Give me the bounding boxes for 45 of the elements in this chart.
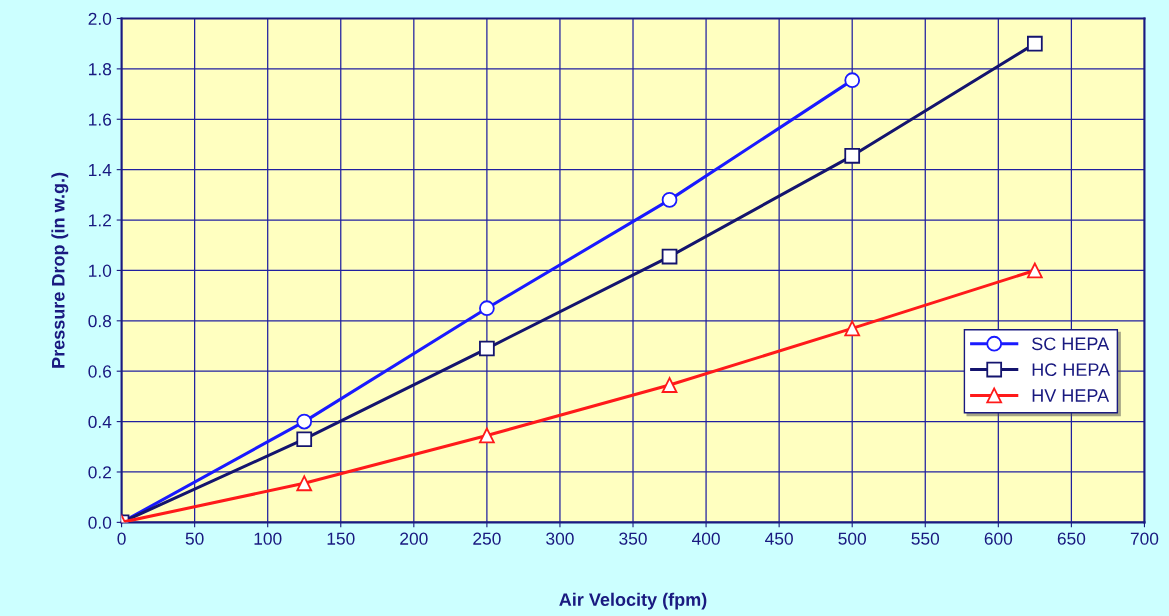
point (479, 427, 495, 444)
y-tick-label: 0.4 (88, 415, 112, 429)
x-tick-label: 150 (327, 532, 355, 545)
point (479, 340, 495, 357)
point (844, 147, 861, 164)
y-tick-label: 0.2 (88, 466, 111, 479)
x-tick-label: 50 (185, 532, 204, 545)
x-tick-label: 700 (1130, 532, 1159, 545)
point (661, 192, 678, 208)
y-tick-label: 2.0 (88, 12, 112, 25)
point (1027, 262, 1043, 279)
y-tick-label: 1.2 (89, 214, 111, 227)
y-tick-label: 1.6 (89, 113, 112, 126)
point (479, 300, 495, 317)
x-tick-label: 300 (546, 532, 574, 545)
x-tick-label: 650 (1057, 532, 1086, 545)
point (661, 248, 678, 265)
legend-label: HC HEPA (1032, 363, 1111, 377)
x-tick-label: 0 (117, 532, 126, 545)
point (661, 377, 678, 393)
x-tick-label: 500 (838, 532, 867, 545)
x-tick-label: 350 (619, 532, 647, 545)
y-tick-label: 0.0 (88, 516, 112, 529)
x-tick-label: 550 (911, 532, 940, 545)
point (844, 320, 861, 337)
point (296, 431, 313, 448)
y-tick-label: 0.6 (88, 365, 112, 378)
x-tick-label: 250 (473, 532, 501, 545)
y-tick-label: 1.8 (89, 63, 112, 76)
y-axis-title: Pressure Drop (in w.g.) (51, 172, 69, 368)
point (296, 475, 313, 492)
x-tick-label: 400 (691, 532, 720, 545)
point (844, 72, 861, 89)
y-tick-label: 0.8 (88, 314, 112, 328)
x-tick-label: 100 (254, 532, 282, 545)
x-tick-label: 600 (984, 532, 1013, 545)
point (296, 413, 313, 430)
x-tick-label: 450 (765, 532, 793, 545)
x-axis-title: Air Velocity (fpm) (559, 592, 707, 610)
y-tick-label: 1.4 (89, 163, 112, 176)
y-tick-label: 1.0 (89, 264, 112, 277)
point (1027, 35, 1043, 52)
legend-label: HV HEPA (1032, 389, 1110, 402)
legend-label: SC HEPA (1032, 337, 1110, 351)
x-tick-label: 200 (400, 532, 428, 545)
